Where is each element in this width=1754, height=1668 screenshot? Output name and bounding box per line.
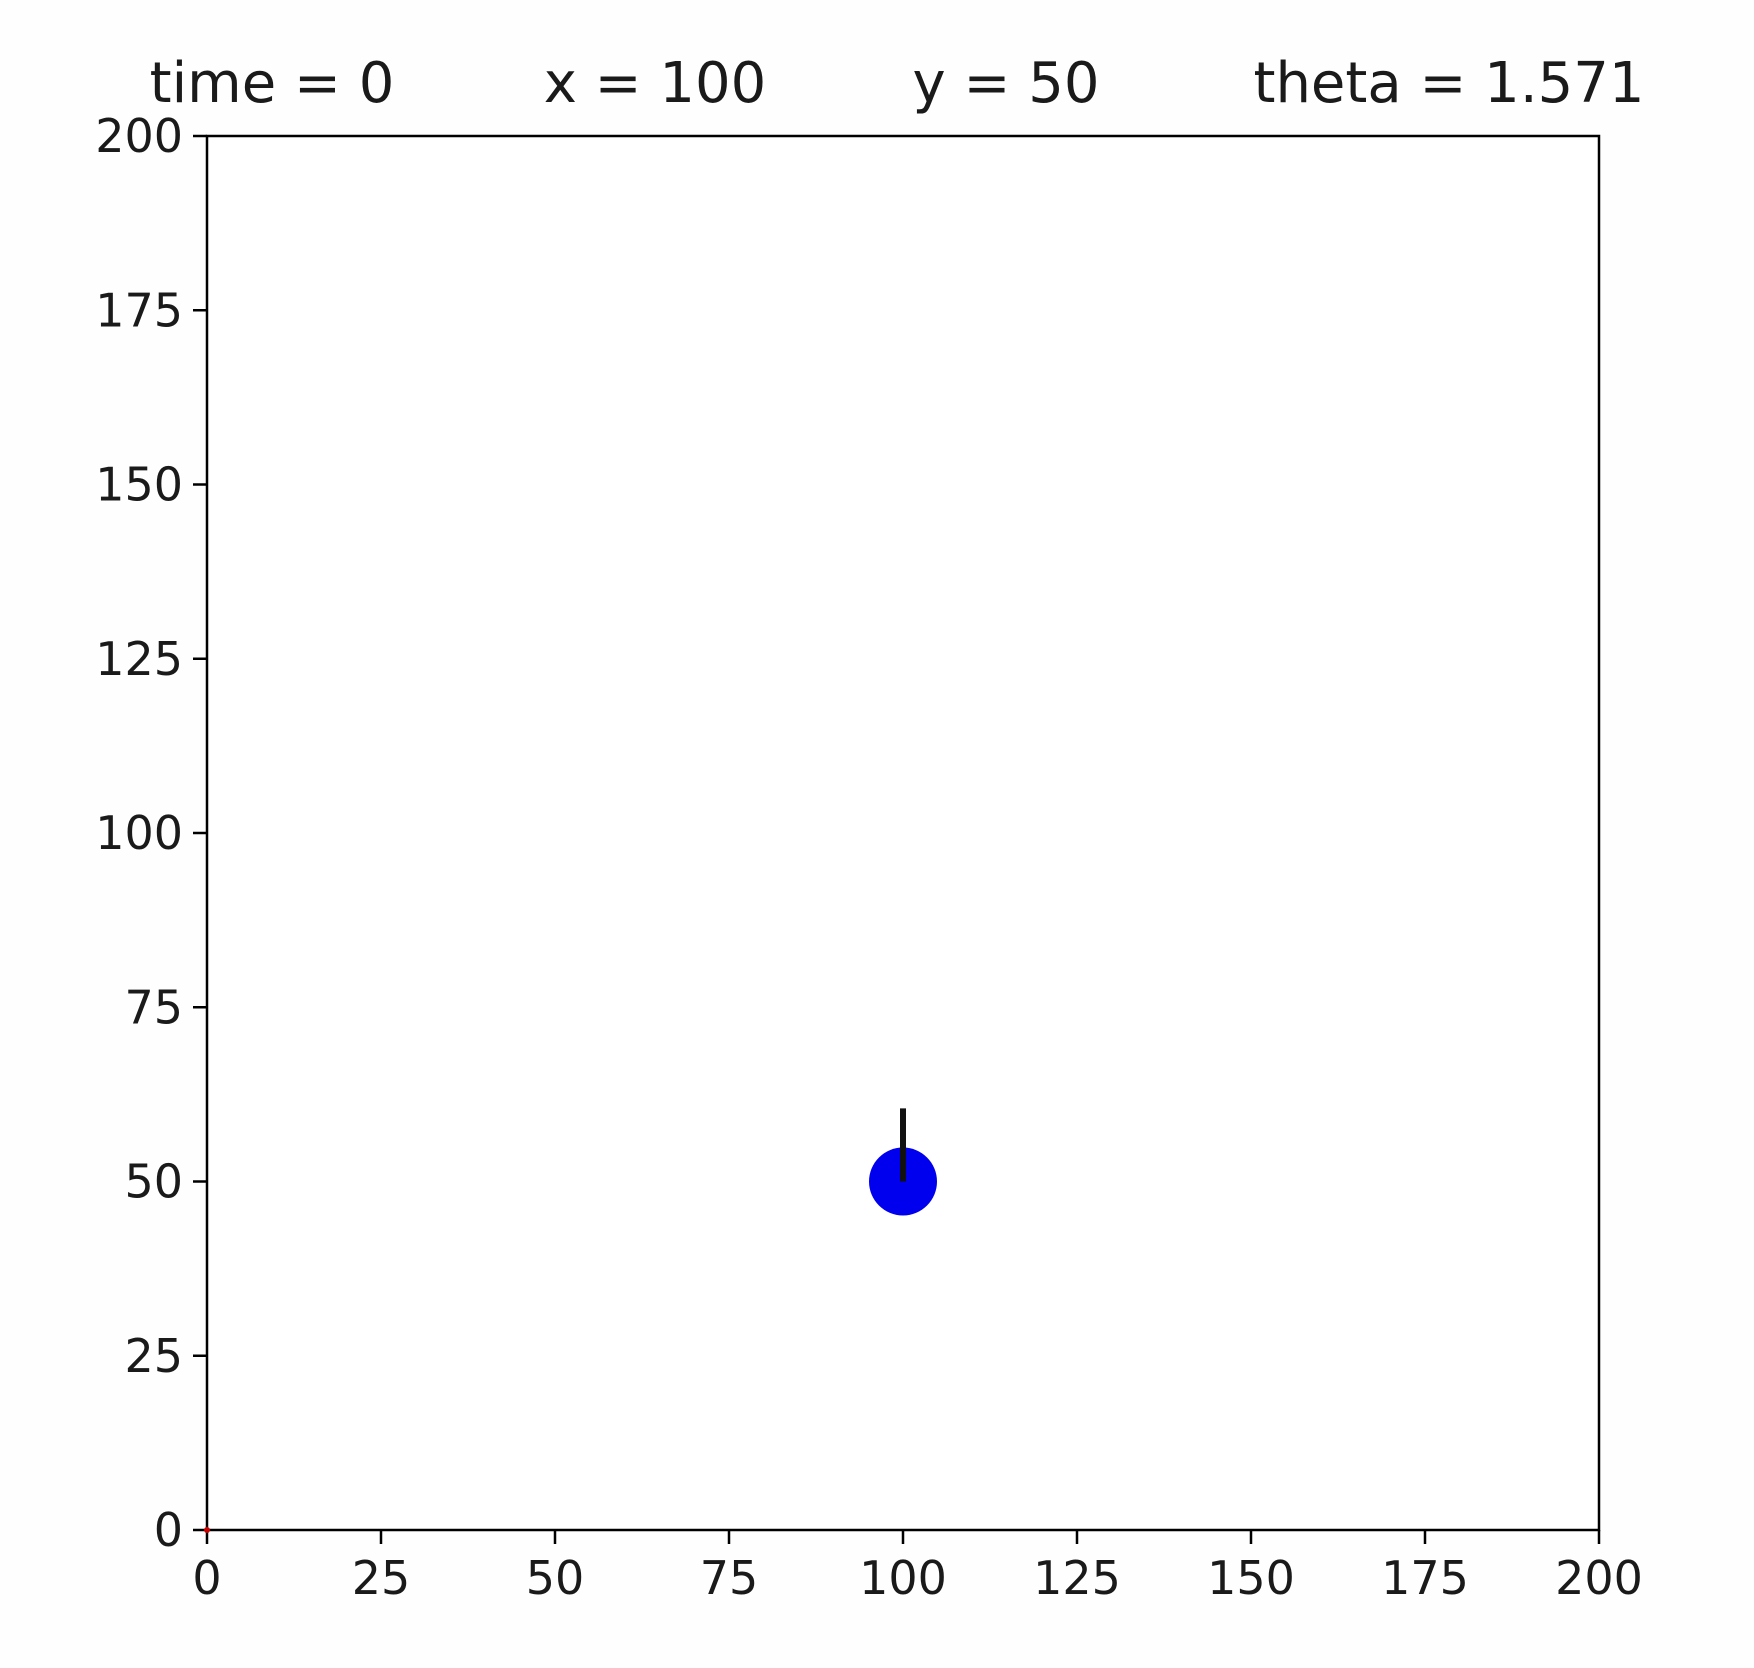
x-tick-label: 75 <box>700 1551 759 1605</box>
title-theta: theta = 1.571 <box>1253 51 1644 116</box>
trail-point <box>204 1527 210 1533</box>
title-y: y = 50 <box>913 51 1100 116</box>
y-tick-label: 175 <box>95 283 183 337</box>
y-tick-label: 50 <box>124 1155 183 1209</box>
x-tick-label: 0 <box>192 1551 221 1605</box>
y-tick-label: 25 <box>124 1329 183 1383</box>
x-tick-label: 125 <box>1033 1551 1121 1605</box>
y-tick-label: 0 <box>154 1503 183 1557</box>
y-tick-label: 150 <box>95 458 183 512</box>
y-tick-label: 100 <box>95 806 183 860</box>
x-tick-label: 100 <box>859 1551 947 1605</box>
x-tick-label: 50 <box>526 1551 585 1605</box>
trail <box>204 1527 210 1533</box>
x-tick-label: 175 <box>1381 1551 1469 1605</box>
x-axis-ticks: 0 25 50 75 100 125 150 175 200 <box>192 1530 1643 1605</box>
title-x: x = 100 <box>544 51 767 116</box>
x-tick-label: 150 <box>1207 1551 1295 1605</box>
x-tick-label: 25 <box>352 1551 411 1605</box>
y-tick-label: 75 <box>124 980 183 1034</box>
y-tick-label: 125 <box>95 632 183 686</box>
axes-frame <box>205 134 1601 1532</box>
y-tick-label: 200 <box>95 109 183 163</box>
x-tick-label: 200 <box>1555 1551 1643 1605</box>
y-axis-ticks: 0 25 50 75 100 125 150 175 200 <box>95 109 207 1557</box>
title-time: time = 0 <box>150 51 395 116</box>
